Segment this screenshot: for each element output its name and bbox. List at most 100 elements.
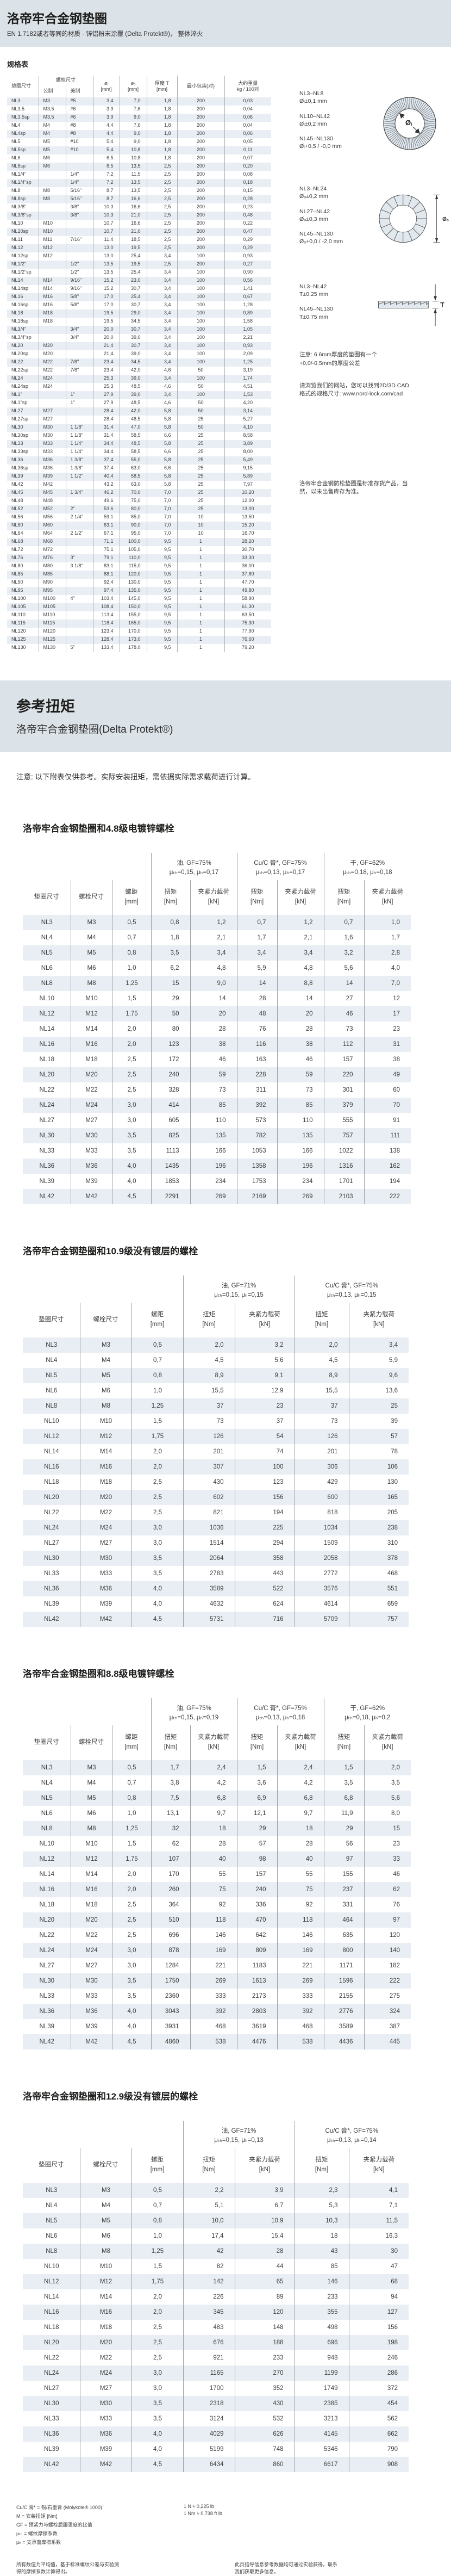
cell: NL16sp — [11, 302, 29, 308]
table-row: NL33 M33 3,5 1113 166 1053 166 1022 138 — [23, 1143, 411, 1159]
cell: M110 — [38, 611, 66, 620]
cell: 468 — [190, 2018, 237, 2034]
cell: NL5 — [41, 1794, 53, 1801]
cell: 2,5 — [111, 1927, 151, 1943]
cell: 757 — [348, 1611, 409, 1627]
cell: 4,5 — [111, 1188, 151, 1204]
cell: 4,6 — [146, 366, 178, 375]
cell: M36 — [70, 2003, 112, 2019]
cell: NL36 — [44, 2430, 59, 2437]
cell: 9,5 — [146, 546, 178, 554]
cell: 0,5 — [131, 2182, 183, 2198]
table-row: NL130 M130 5" 133,4 178,0 9,5 1 79,20 — [7, 643, 272, 652]
torque-table-title: 洛帝牢合金钢垫圈和12.9级没有镀层的螺栓 — [23, 2091, 198, 2102]
cell: 13,0 — [92, 244, 120, 252]
cell: 9,6 — [348, 1367, 409, 1383]
cell: M16 — [38, 293, 66, 301]
cell: 200 — [177, 211, 225, 220]
cell: 166 — [190, 1143, 237, 1159]
column-header: øₒ [mm] — [119, 76, 147, 97]
cell: NL68 — [11, 538, 23, 544]
cell — [38, 325, 66, 334]
cell: M6 — [79, 2228, 131, 2244]
cell: NL27 — [39, 1962, 55, 1969]
cell: 1,8 — [151, 930, 190, 945]
cell: 25,4 — [119, 268, 147, 277]
cell: 200 — [177, 187, 225, 195]
cell: 130 — [348, 1474, 409, 1490]
table-row: NL24 M24 3,0 414 85 392 85 379 70 — [23, 1097, 411, 1113]
cell: 4614 — [294, 1596, 349, 1612]
cell: 221 — [277, 1958, 324, 1973]
cell: 0,8 — [111, 1790, 151, 1806]
footer-definition: μₜₕ = 螺纹摩擦系数 — [16, 2530, 58, 2536]
cell: 11,5 — [348, 2213, 409, 2228]
stock-availability-note: 洛帝牢合金钢防松垫圈是标准存货产品，当 然，以未出售库存为准。 — [299, 480, 408, 496]
cell: 178,0 — [119, 643, 147, 652]
cell: 15,5 — [294, 1383, 349, 1398]
torque-table-title: 洛帝牢合金钢垫圈和4.8级电镀锌螺栓 — [23, 823, 174, 834]
cell: 414 — [151, 1097, 190, 1113]
table-row: NL18 M18 2,5 483 148 498 156 — [23, 2319, 409, 2335]
cell: 5,8 — [146, 480, 178, 489]
cell: #10 — [65, 146, 93, 154]
column-header: 干, GF=62% μₜₕ=0,18, μₕ=0,18 — [323, 852, 411, 880]
cell: M3 — [79, 2182, 131, 2198]
cell: M115 — [38, 619, 66, 628]
table-row: NL10 M10 1,5 82 44 85 47 — [23, 2258, 409, 2274]
tolerance-value: T±0,25 mm — [299, 291, 329, 298]
cell: 39,0 — [119, 391, 147, 399]
cell: 0,07 — [224, 154, 272, 163]
cell: 240 — [151, 1067, 190, 1082]
cell: 2,5 — [146, 244, 178, 252]
cell: 240 — [236, 1881, 277, 1897]
cell: 306 — [294, 1459, 349, 1475]
cell: M3,5 — [38, 105, 66, 114]
cell: 73 — [323, 1021, 364, 1037]
table-row: NL6 M6 1,0 13,1 9,7 12,1 9,7 11,9 8,0 — [23, 1805, 411, 1821]
cell: 1749 — [294, 2380, 349, 2396]
cell: 10 — [177, 529, 225, 538]
cell: 821 — [183, 1504, 235, 1520]
cell: 1,8 — [146, 113, 178, 122]
torque-section-4-8: 洛帝牢合金钢垫圈和4.8级电镀锌螺栓 油, GF=75% μₜₕ=0,15, μ… — [23, 821, 451, 1204]
cell: 260 — [151, 1881, 190, 1897]
cell: 49,6 — [92, 497, 120, 505]
cell: 8,0 — [364, 1805, 411, 1821]
cell: M39 — [79, 2441, 131, 2457]
cell: 33 — [364, 1851, 411, 1867]
cell: 163 — [236, 1051, 277, 1067]
table-row: NL27 M27 3,0 1514 294 1509 310 — [23, 1535, 409, 1551]
cell: NL120 — [11, 628, 26, 634]
cell: 120,0 — [119, 570, 147, 579]
cell: NL39 — [39, 1178, 55, 1185]
cell: 12,9 — [234, 1383, 295, 1398]
cell: 39,0 — [119, 374, 147, 383]
cell: NL12 — [11, 245, 23, 251]
cell: 25 — [177, 464, 225, 473]
cell: 1,0 — [111, 960, 151, 976]
table-row: NL115 M115 118,4 165,0 9,5 1 75,30 — [7, 619, 272, 628]
inner-diameter-block: NL3–NL8 Øᵢ±0,1 mm NL10–NL42 Øᵢ±0,2 mm NL… — [299, 90, 451, 157]
cell: 6,9 — [236, 1790, 277, 1806]
cell: M18 — [79, 1474, 131, 1490]
cell: 146 — [190, 1927, 237, 1943]
cell — [65, 497, 93, 505]
cell: M33 — [70, 1143, 112, 1159]
cell: 13,5 — [119, 187, 147, 195]
cell: 100 — [177, 284, 225, 293]
cell: NL1/2" — [11, 261, 27, 267]
cell: 696 — [294, 2334, 349, 2350]
cell: 8,7 — [92, 195, 120, 203]
table-row: NL16 M16 2,0 307 100 306 106 — [23, 1459, 409, 1475]
cell: NL5 — [11, 139, 21, 145]
table-row: NL1"sp 1" 27,9 48,5 4,6 50 4,20 — [7, 399, 272, 407]
torque-banner-title: 参考扭矩 — [16, 698, 75, 715]
column-header: 扭矩 [Nm] — [294, 2147, 349, 2183]
cell: 63,1 — [92, 521, 120, 530]
cell: 464 — [323, 1912, 364, 1928]
spec-table: 垫圈尺寸 螺栓尺寸 øᵢ [mm] øₒ [mm] 厚度 T [mm] 最小包装(对) 大约… — [7, 76, 272, 652]
cell: 23 — [364, 1836, 411, 1852]
cell: 27,9 — [92, 391, 120, 399]
cell: M42 — [79, 1611, 131, 1627]
